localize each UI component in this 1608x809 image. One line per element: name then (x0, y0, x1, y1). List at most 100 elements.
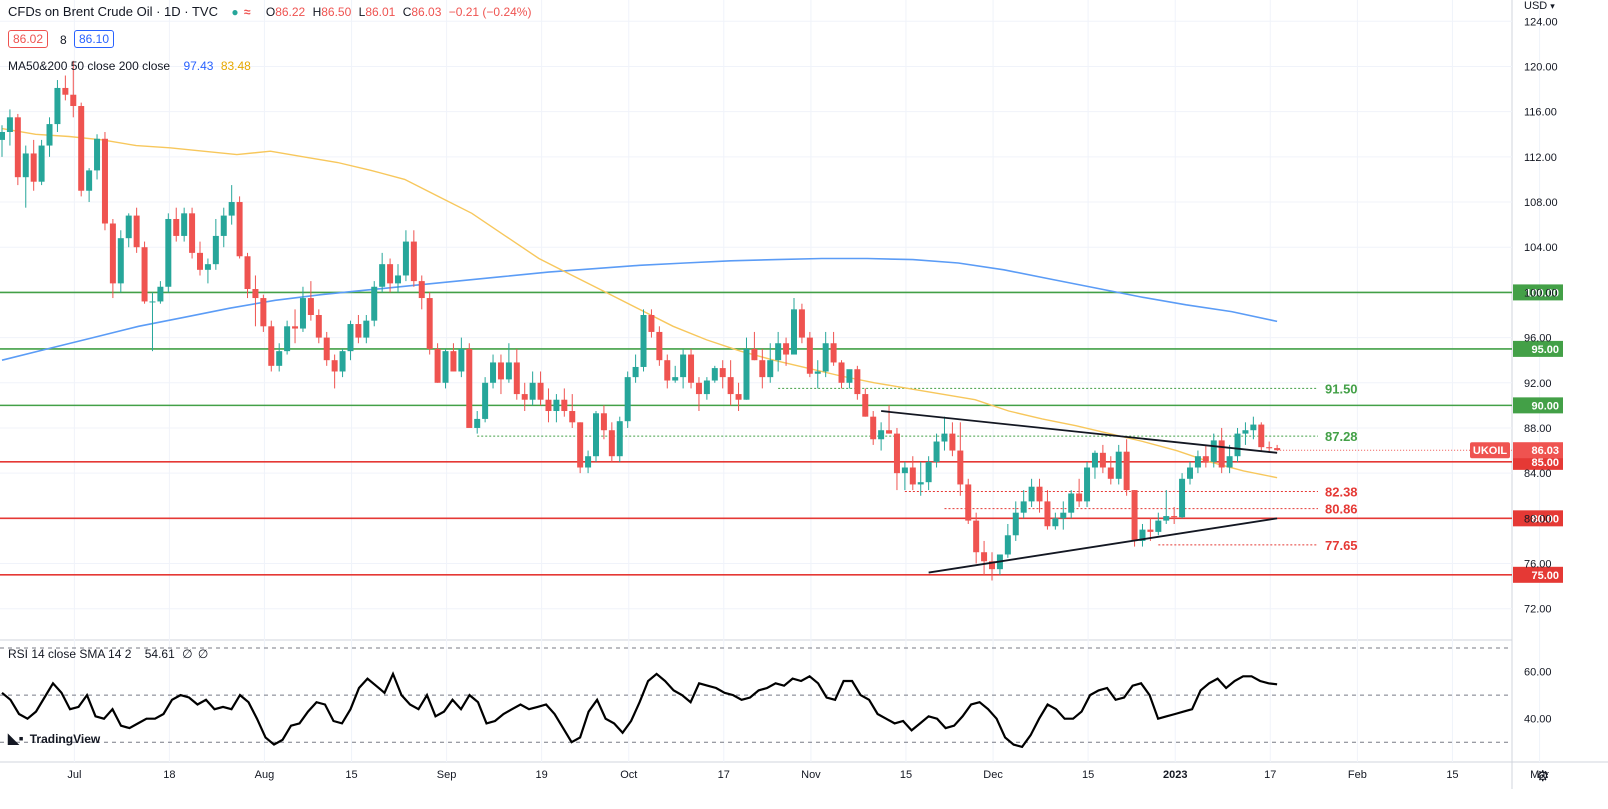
x-tick-label: Oct (620, 769, 637, 781)
settings-gear-icon[interactable]: ⚙ (1536, 768, 1550, 785)
candle (624, 371, 631, 428)
candle (893, 427, 900, 491)
bid-price[interactable]: 86.02 (8, 30, 49, 48)
candle (450, 343, 457, 372)
candle-body (688, 354, 695, 383)
candle-body (561, 399, 568, 412)
candle (854, 365, 861, 400)
candle-body (0, 132, 5, 140)
candle (775, 331, 782, 372)
rsi-line (1, 671, 1278, 749)
candle (1068, 490, 1075, 519)
candle (181, 207, 188, 242)
candle (925, 456, 932, 491)
candle (1202, 444, 1209, 468)
candle-body (767, 360, 774, 378)
x-tick-label: 2023 (1163, 769, 1187, 781)
candle-body (212, 235, 219, 265)
ohlc-low: 86.01 (365, 5, 396, 19)
candle-body (1202, 456, 1209, 462)
candle (157, 281, 164, 304)
trendline (881, 410, 1278, 454)
candle-body (1091, 452, 1098, 468)
currency-selector[interactable]: USD ▾ (1524, 0, 1555, 12)
x-tick-label: 18 (163, 769, 175, 781)
candle-body (284, 326, 291, 352)
y-tick-label: 112.00 (1524, 152, 1557, 164)
candle-body (450, 351, 457, 372)
candle-body (886, 430, 893, 434)
candle (1115, 444, 1122, 485)
candle (54, 80, 61, 132)
candle (901, 461, 908, 491)
candle (363, 315, 370, 344)
candle (1099, 444, 1106, 474)
candle-body (585, 456, 592, 468)
candle-body (735, 394, 742, 400)
candle (1210, 433, 1217, 468)
x-tick-label: 15 (1082, 769, 1094, 781)
candle-body (1226, 456, 1233, 468)
dotted-level-label: 82.38 (1325, 484, 1358, 499)
candle (759, 348, 766, 389)
eye-icon[interactable]: ● (231, 5, 239, 19)
candle-body (1234, 433, 1241, 457)
candle-body (1179, 478, 1186, 518)
candle (474, 411, 481, 434)
candle-body (1123, 451, 1130, 491)
candle (355, 315, 362, 344)
candle-body (893, 433, 900, 474)
candle (236, 196, 243, 259)
ask-price[interactable]: 86.10 (74, 30, 115, 48)
candle (751, 331, 758, 361)
candle-body (323, 337, 330, 361)
candle-body (22, 153, 29, 178)
candle-body (299, 298, 306, 329)
candle-body (537, 382, 544, 400)
candle (1004, 523, 1011, 558)
candle (886, 405, 893, 434)
candle-body (244, 256, 251, 290)
candle (941, 416, 948, 451)
candle (1218, 427, 1225, 474)
candle-body (1012, 512, 1019, 536)
candle-body (1084, 467, 1091, 502)
ma-label: MA50&200 50 close 200 close (8, 59, 171, 73)
candle-body (593, 413, 599, 457)
candle (1139, 523, 1146, 547)
candle-body (46, 124, 53, 146)
candle (220, 207, 227, 248)
candle-body (70, 94, 77, 107)
candle-body (1131, 490, 1138, 541)
tradingview-logo-icon: ◣▪ (8, 730, 24, 746)
candle (387, 258, 394, 293)
tradingview-logo[interactable]: ◣▪ TradingView (8, 730, 100, 747)
candle-body (371, 286, 378, 321)
candle-body (1099, 452, 1106, 468)
candle (30, 139, 37, 191)
candle-body (101, 138, 108, 224)
candle (806, 331, 813, 378)
candle-body (1163, 516, 1170, 521)
last-price-label: 86.03 (1531, 445, 1559, 457)
compare-icon[interactable]: ≈ (243, 5, 251, 19)
candle-body (339, 351, 346, 372)
ma50-value: 97.43 (183, 59, 214, 73)
candle-body (276, 351, 283, 366)
candle (1187, 461, 1193, 485)
candle (197, 241, 203, 276)
candle-body (363, 320, 370, 338)
candle (1020, 490, 1027, 519)
level-badge-label: 90.00 (1531, 400, 1559, 412)
candle-body (109, 223, 116, 284)
candle-body (220, 215, 227, 236)
candle-body (1004, 535, 1011, 555)
x-tick-label: Aug (255, 769, 275, 781)
candle (14, 113, 21, 186)
y-tick-label: 88.00 (1524, 423, 1552, 435)
candle (268, 320, 275, 372)
candle (838, 360, 845, 389)
candle-body (640, 315, 647, 367)
